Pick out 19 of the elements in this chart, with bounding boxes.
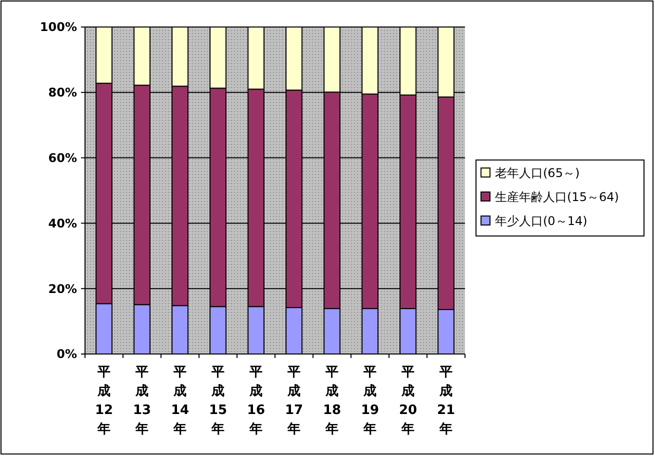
x-tick-label: 平成20年: [398, 365, 418, 437]
y-tick-label: 60%: [48, 151, 77, 165]
y-tick-label: 20%: [48, 282, 77, 296]
x-tick-label: 平成17年: [284, 365, 304, 437]
x-tick-label: 平成15年: [208, 365, 228, 437]
y-tick-label: 40%: [48, 216, 77, 230]
legend-label: 年少人口(0～14): [495, 214, 588, 228]
x-tick-label: 平成19年: [360, 365, 380, 437]
x-tick-label: 平成13年: [132, 365, 152, 437]
y-tick-label: 0%: [56, 347, 77, 362]
y-tick-label: 100%: [40, 20, 77, 34]
x-tick-label: 平成16年: [246, 365, 266, 437]
legend-label: 生産年齢人口(15～64): [495, 190, 619, 204]
legend-label: 老年人口(65～): [495, 166, 580, 180]
x-tick-label: 平成18年: [322, 365, 342, 437]
x-tick-label: 平成21年: [436, 365, 456, 437]
x-tick-label: 平成12年: [94, 365, 114, 437]
x-tick-label: 平成14年: [170, 365, 190, 437]
y-tick-label: 80%: [48, 86, 77, 100]
